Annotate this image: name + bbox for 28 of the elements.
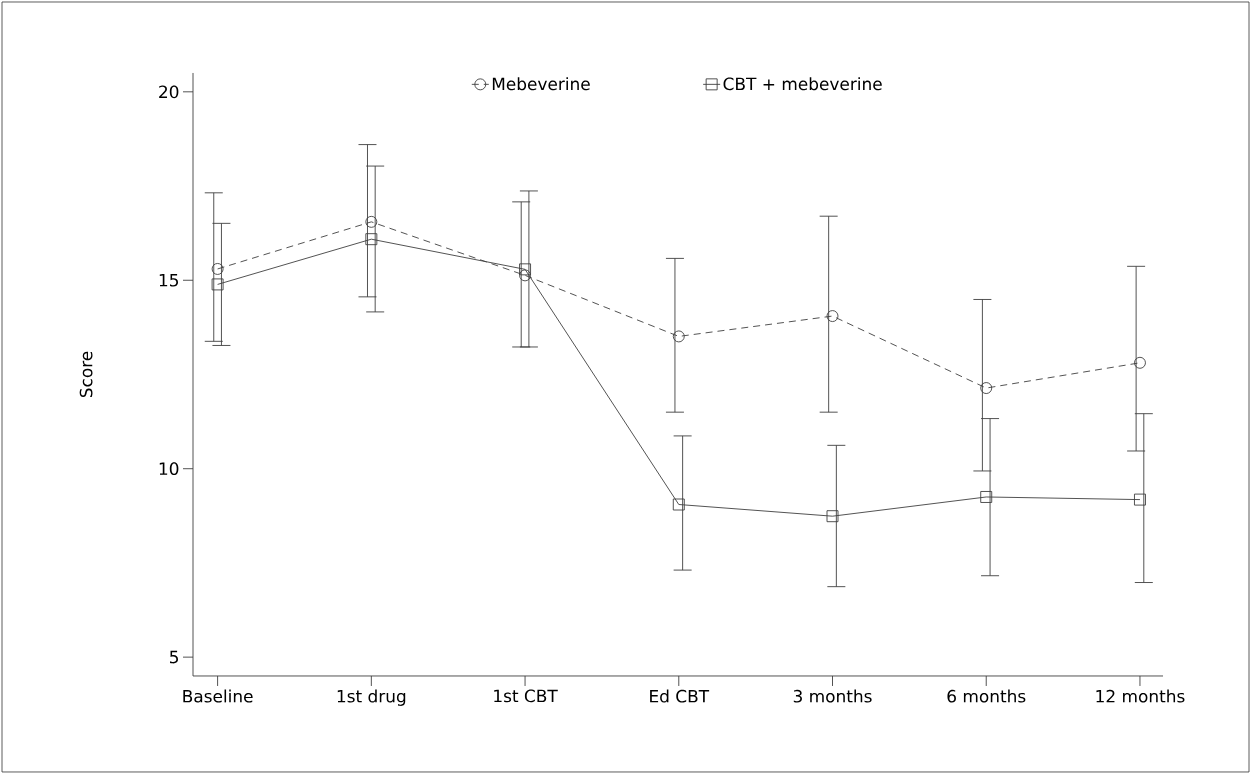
x-tick-label: 1st drug	[337, 689, 406, 706]
point	[519, 269, 532, 282]
point	[1134, 356, 1146, 369]
x-tick-label: 3 months	[793, 689, 872, 703]
point	[672, 330, 685, 343]
x-tick-label: 12 months	[1096, 689, 1185, 703]
legend-label: CBT + mebeverine	[723, 77, 882, 91]
point	[980, 382, 993, 394]
y-tick-label: 15	[159, 273, 179, 287]
y-tick-label: 20	[159, 85, 179, 99]
point	[365, 215, 378, 228]
point	[519, 263, 532, 276]
y-tick-label: 5	[170, 650, 179, 664]
point	[365, 233, 378, 246]
point	[211, 263, 224, 275]
x-tick-label: 6 months	[947, 689, 1026, 703]
point	[980, 491, 993, 503]
y-axis-title: Score	[79, 351, 93, 398]
x-tick-label: Ed CBT	[650, 689, 710, 703]
point	[1134, 493, 1146, 506]
y-tick-label: 10	[159, 462, 179, 476]
point	[672, 498, 685, 511]
point	[826, 310, 839, 323]
x-tick-label: Baseline	[183, 689, 253, 703]
point	[211, 278, 224, 291]
x-tick-label: 1st CBT	[494, 689, 558, 703]
point	[826, 510, 839, 523]
legend-label: Mebeverine	[492, 77, 590, 91]
